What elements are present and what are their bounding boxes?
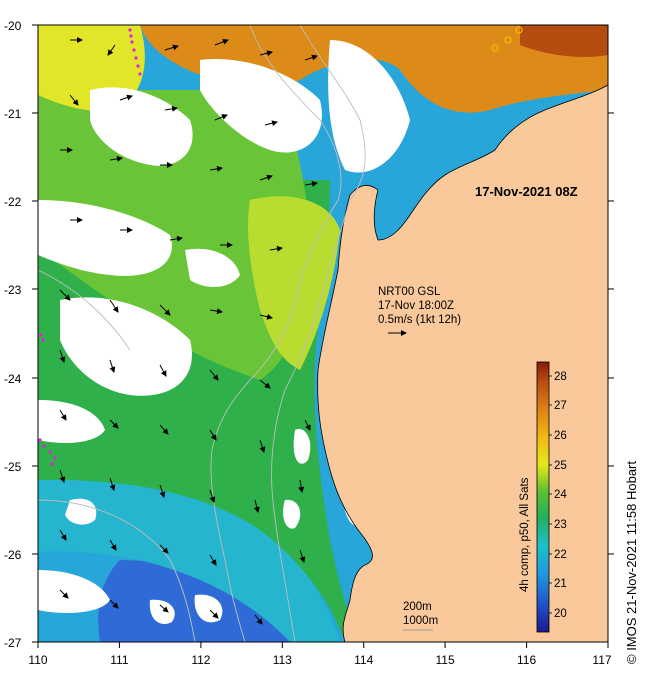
datestamp: 17-Nov-2021 08Z <box>475 184 578 199</box>
lon-tick-110: 110 <box>28 653 47 667</box>
lon-axis <box>37 642 609 648</box>
map-frame <box>38 25 608 642</box>
colorbar-tick-27: 27 <box>554 400 567 412</box>
lat-tick-27: -27 <box>4 636 22 650</box>
isobath-200m-label: 200m <box>403 601 432 613</box>
current-scale-label: 0.5m/s (1kt 12h) <box>378 314 461 326</box>
lat-tick-22: -22 <box>4 195 22 209</box>
colorbar-tick-23: 23 <box>554 519 567 531</box>
lat-tick-25: -25 <box>4 460 22 474</box>
current-time-label: 17-Nov 18:00Z <box>378 300 454 312</box>
lat-tick-21: -21 <box>4 107 22 121</box>
colorbar-tick-20: 20 <box>554 608 567 620</box>
lat-tick-24: -24 <box>4 372 22 386</box>
colorbar-tick-24: 24 <box>554 489 567 501</box>
isobath-contours <box>38 25 366 642</box>
lon-tick-116: 116 <box>517 653 536 667</box>
lon-tick-113: 113 <box>273 653 292 667</box>
isobath-1000m-label: 1000m <box>403 615 438 627</box>
map-border <box>37 24 609 643</box>
lat-tick-20: -20 <box>4 19 22 33</box>
ocean-warm-region <box>140 25 608 113</box>
lon-tick-117: 117 <box>592 653 611 667</box>
lon-tick-111: 111 <box>110 653 129 667</box>
ocean-yellowgreen-nearshore <box>248 196 340 370</box>
drifter-tracks <box>38 28 142 466</box>
lat-axis <box>32 24 614 643</box>
colorbar-tick-22: 22 <box>554 549 567 561</box>
lon-tick-112: 112 <box>191 653 210 667</box>
station-markers <box>491 26 523 52</box>
lon-tick-114: 114 <box>354 653 373 667</box>
ocean-lightgreen-region <box>38 90 312 380</box>
lon-tick-115: 115 <box>436 653 455 667</box>
colorbar-tick-21: 21 <box>554 578 567 590</box>
colorbar-ticks <box>549 375 552 614</box>
colorbar-tick-26: 26 <box>554 430 567 442</box>
lat-tick-23: -23 <box>4 283 22 297</box>
ocean-cyan-band <box>38 470 340 642</box>
colorbar-title: 4h comp, p50, All Sats <box>519 477 531 592</box>
colorbar-tick-28: 28 <box>554 371 567 383</box>
ocean-hot-patch <box>520 25 608 57</box>
colorbar-tick-25: 25 <box>554 460 567 472</box>
current-vectors <box>59 37 318 625</box>
cloud-mask <box>38 40 410 624</box>
current-product-label: NRT00 GSL <box>378 286 441 298</box>
colorbar <box>536 361 550 633</box>
lat-tick-26: -26 <box>4 548 22 562</box>
credit-label: © IMOS 21-Nov-2021 11:58 Hobart <box>624 461 639 664</box>
